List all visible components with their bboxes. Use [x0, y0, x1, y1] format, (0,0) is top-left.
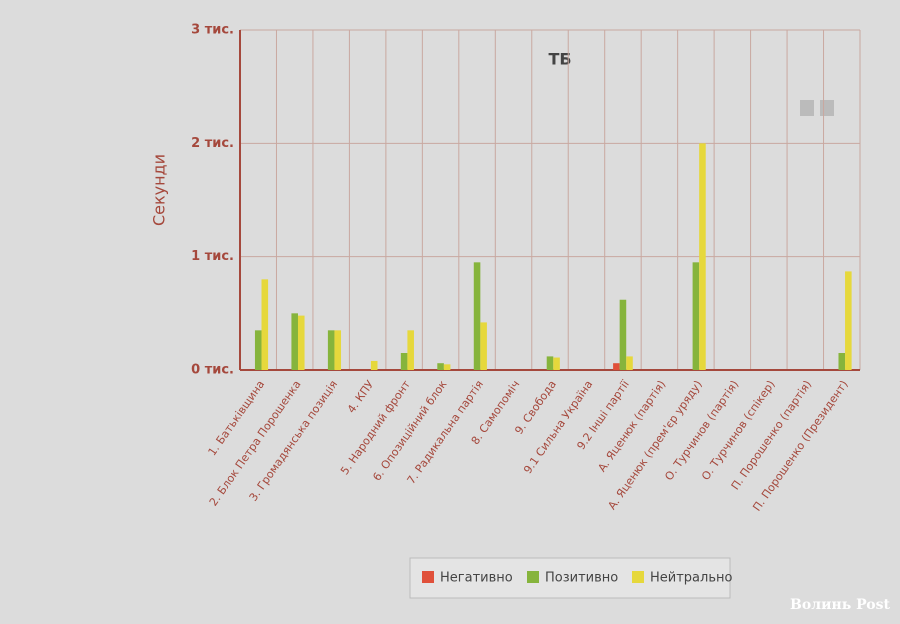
bar	[553, 357, 560, 370]
legend-label[interactable]: Позитивно	[545, 571, 618, 586]
bar	[838, 353, 846, 370]
bar	[619, 299, 627, 370]
legend-swatch	[632, 571, 644, 583]
bar	[297, 315, 305, 370]
bar	[546, 356, 554, 370]
legend-box	[409, 557, 731, 599]
watermark: Волинь Post	[790, 597, 890, 613]
bar	[400, 353, 408, 370]
bar	[334, 330, 342, 370]
print-button[interactable]	[800, 100, 814, 116]
bar	[480, 322, 487, 370]
legend-label[interactable]: Нейтрально	[650, 571, 732, 586]
bar	[254, 330, 262, 370]
y-tick-label: 2 тис.	[191, 136, 234, 151]
bar	[261, 279, 269, 370]
bar	[613, 363, 620, 370]
bar	[473, 262, 481, 370]
legend-swatch	[422, 571, 434, 583]
bar	[699, 143, 706, 370]
bar	[443, 364, 451, 370]
y-tick-label: 3 тис.	[191, 23, 234, 38]
bar	[626, 356, 633, 370]
bar	[370, 360, 378, 370]
bar	[692, 262, 700, 370]
chart-title: ТБ	[548, 50, 571, 69]
y-axis-label: Секунди	[150, 154, 169, 226]
y-tick-label: 1 тис.	[191, 249, 234, 264]
bar	[407, 330, 414, 370]
legend: Негативно Позитивно Нейтрально	[409, 557, 732, 599]
bar	[291, 313, 298, 370]
legend-swatch	[527, 571, 539, 583]
y-tick-label: 0 тис.	[191, 363, 234, 378]
bar	[845, 271, 852, 370]
legend-label[interactable]: Негативно	[440, 571, 513, 586]
bar	[327, 330, 335, 370]
download-button[interactable]	[820, 100, 834, 116]
bar	[437, 363, 444, 370]
